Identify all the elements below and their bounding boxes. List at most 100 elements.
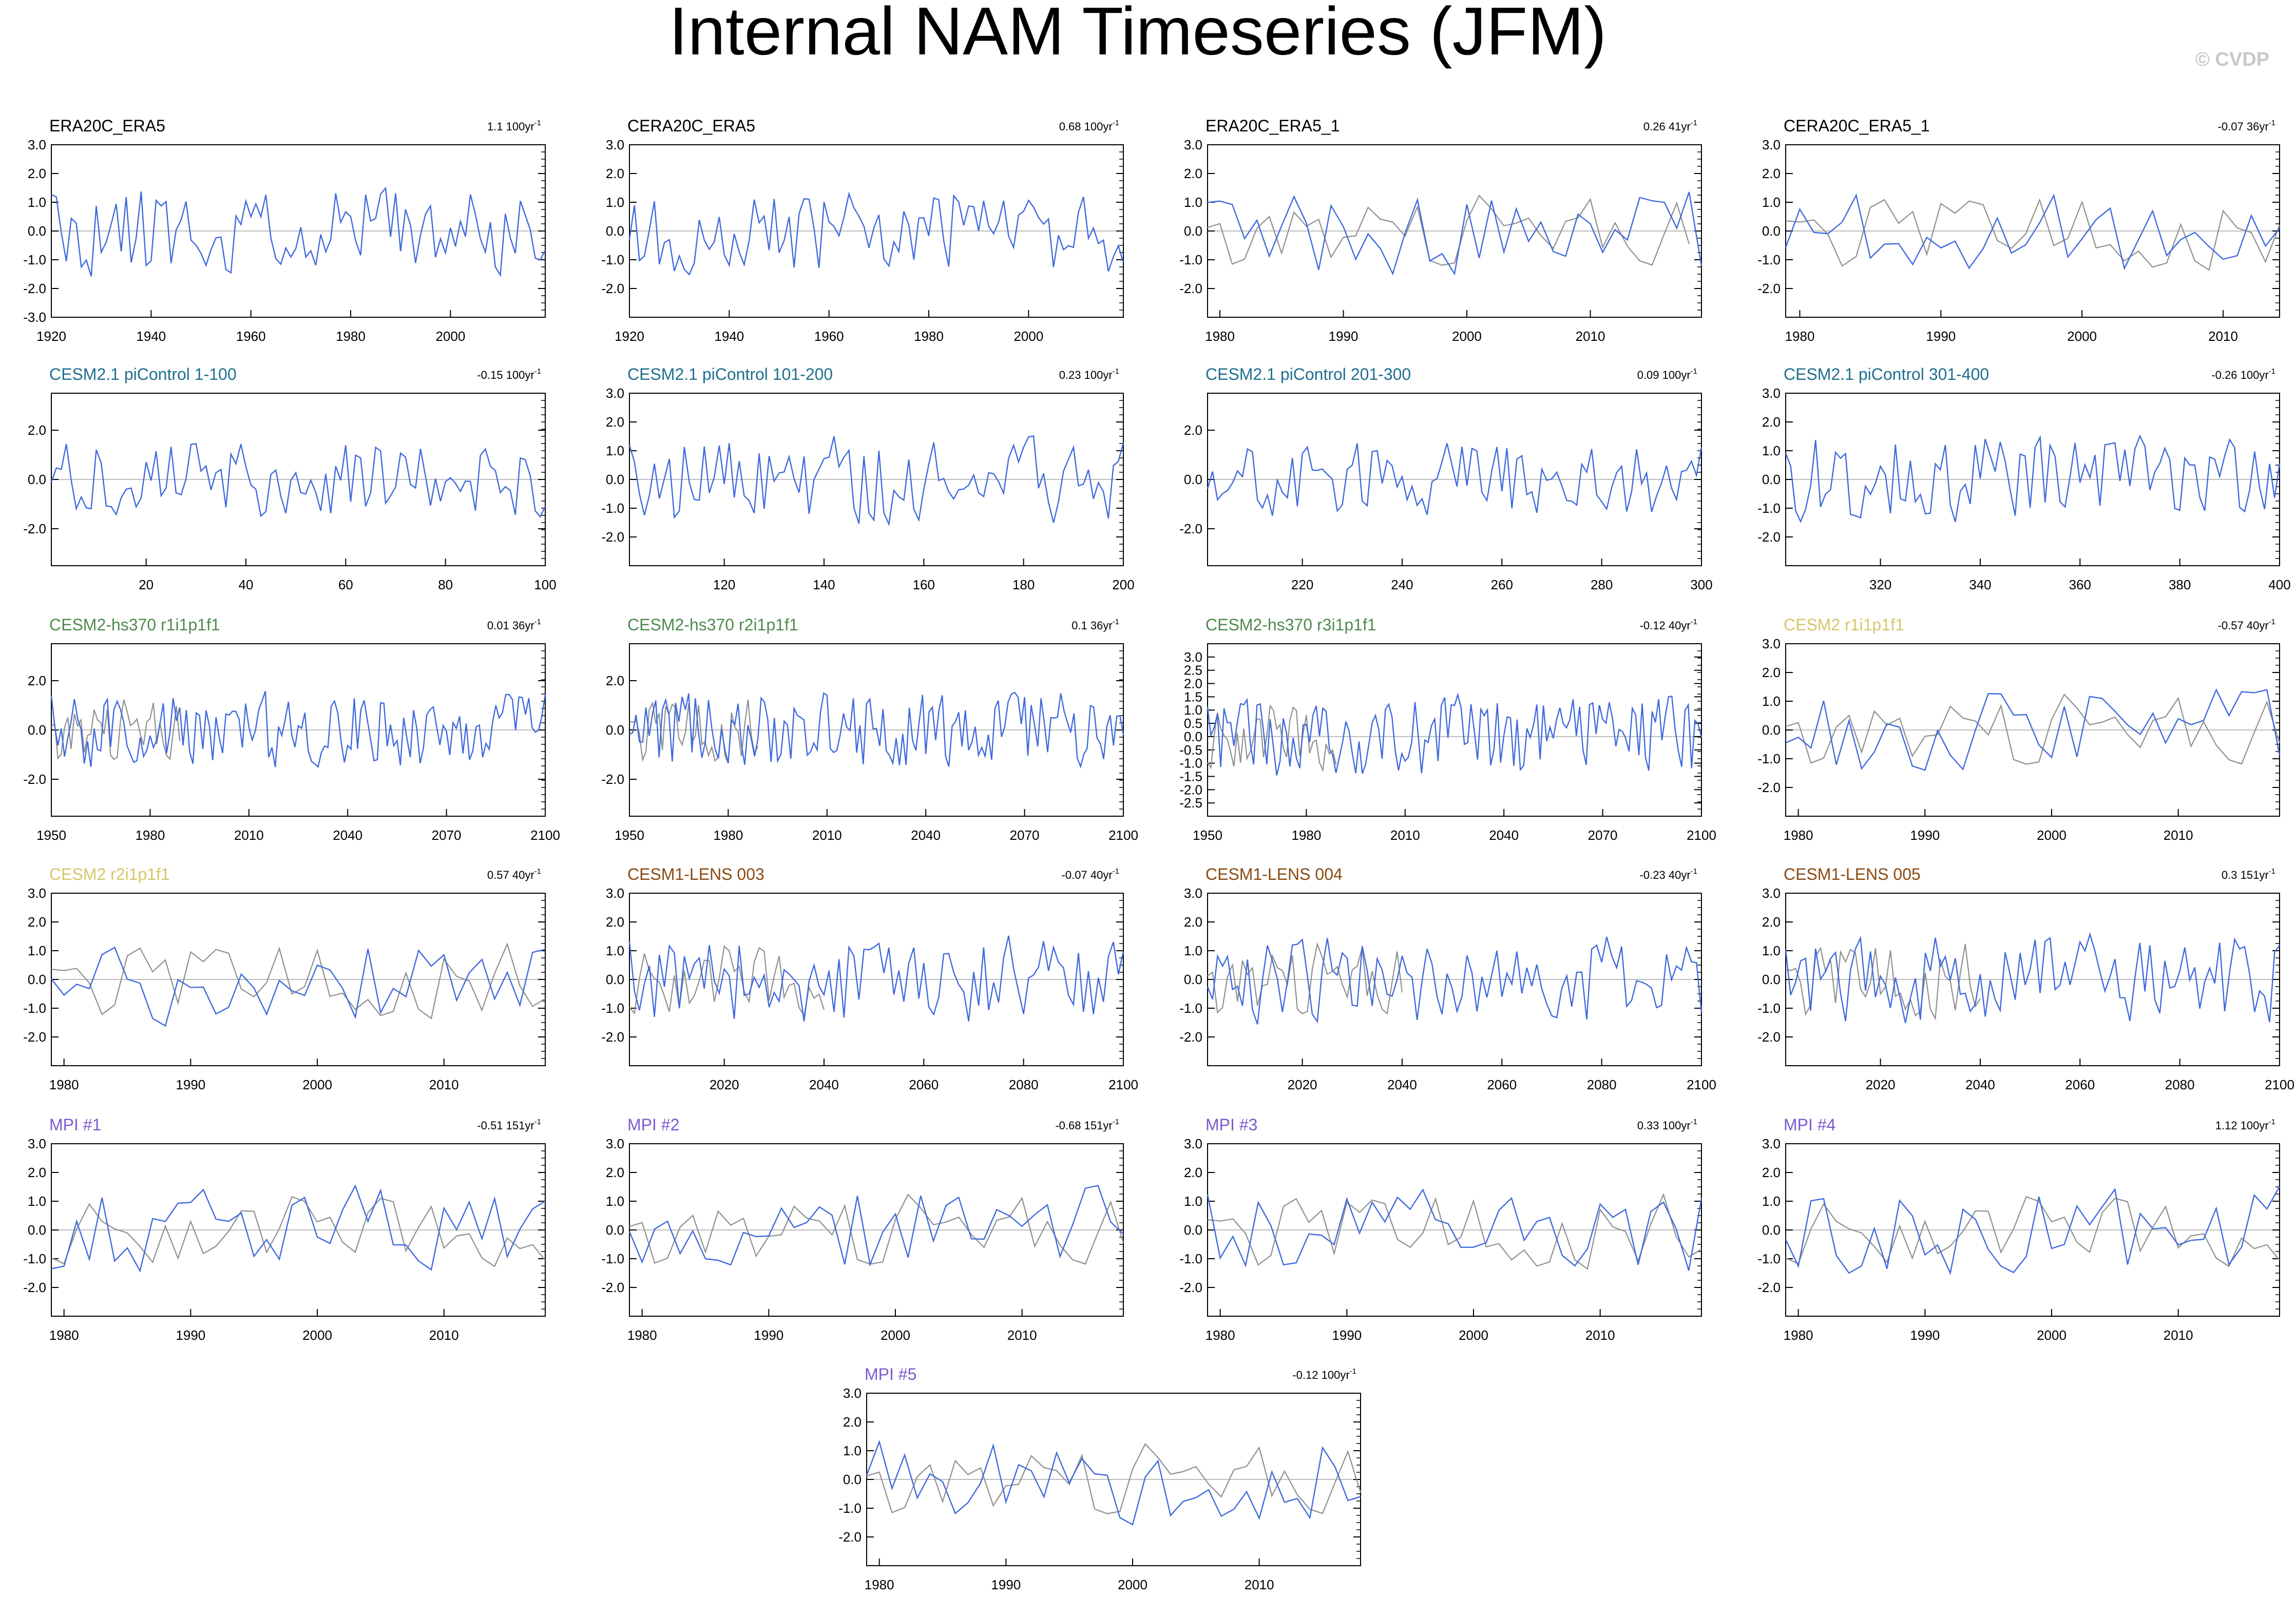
y-tick-label: -2.0 — [601, 281, 624, 296]
panel-8: CESM2.1 piControl 301-400 -0.26 100yr-1 3.… — [1757, 365, 2291, 592]
x-tick-label: 2040 — [1489, 828, 1519, 843]
y-tick-label: 3.0 — [843, 1386, 862, 1401]
y-tick-label: -2.0 — [1757, 1280, 1781, 1295]
y-tick-label: -2.0 — [601, 529, 624, 545]
y-tick-label: 3.0 — [28, 1136, 46, 1151]
y-tick-label: 1.0 — [28, 195, 46, 210]
y-tick-label: -1.0 — [23, 252, 46, 267]
y-tick-label: -2.0 — [601, 1280, 624, 1295]
panel-16: CESM1-LENS 005 0.3 151yr-1 3.0 2.0 1.0 0.0 -1.… — [1757, 865, 2294, 1092]
y-tick-label: 0.0 — [606, 223, 624, 239]
model-series-line — [628, 435, 1124, 527]
panel-title: CESM2.1 piControl 301-400 — [1784, 365, 1989, 383]
x-tick-label: 2060 — [1487, 1077, 1517, 1092]
x-tick-label: 2010 — [812, 828, 842, 843]
y-tick-label: 3.0 — [1184, 1136, 1202, 1151]
x-tick-label: 1950 — [1193, 828, 1222, 843]
y-tick-label: 0.0 — [606, 1222, 624, 1238]
y-tick-label: -2.0 — [1757, 1029, 1781, 1045]
panel-title: CESM2 r2i1p1f1 — [49, 865, 170, 883]
watermark-label: © CVDP — [2195, 49, 2269, 70]
x-tick-label: 1980 — [1291, 828, 1321, 843]
model-series-line — [866, 1439, 1361, 1526]
x-tick-label: 2010 — [2208, 329, 2238, 344]
x-tick-label: 1980 — [865, 1577, 894, 1592]
x-tick-label: 2000 — [302, 1077, 332, 1092]
trend-label: -0.12 100yr-1 — [1292, 1367, 1356, 1381]
y-tick-label: -2.0 — [1179, 1280, 1202, 1295]
y-tick-label: -2.0 — [23, 281, 46, 296]
y-tick-label: -1.0 — [23, 1251, 46, 1266]
panel-5: CESM2.1 piControl 1-100 -0.15 100yr-1 2.0 0… — [23, 365, 557, 592]
panel-19: MPI #3 0.33 100yr-1 3.0 2.0 1.0 0.0 -1.0 -2.0 19… — [1179, 1115, 1702, 1343]
panel-title: ERA20C_ERA5 — [49, 117, 165, 135]
y-tick-label: -2.0 — [601, 772, 624, 787]
panel-20: MPI #4 1.12 100yr-1 3.0 2.0 1.0 0.0 -1.0 -2.0 19… — [1757, 1115, 2281, 1343]
model-series-line — [50, 443, 546, 518]
x-tick-label: 2020 — [710, 1077, 739, 1092]
trend-label: -0.26 100yr-1 — [2211, 367, 2275, 381]
x-tick-label: 1990 — [176, 1328, 205, 1343]
y-tick-label: 3.0 — [1184, 886, 1202, 901]
x-tick-label: 2100 — [1108, 1077, 1138, 1092]
x-tick-label: 2000 — [1452, 329, 1482, 344]
x-tick-label: 2010 — [1585, 1328, 1615, 1343]
panel-10: CESM2-hs370 r2i1p1f1 0.1 36yr-1 2.0 0.0 -2.0… — [601, 615, 1138, 843]
x-tick-label: 2070 — [432, 828, 462, 843]
y-tick-label: 3.0 — [1762, 886, 1781, 901]
y-tick-label: 0.0 — [1184, 729, 1202, 744]
x-tick-label: 2100 — [2265, 1077, 2294, 1092]
obs-series-line — [1207, 941, 1403, 1015]
y-tick-label: 2.0 — [1184, 676, 1202, 691]
y-tick-label: 1.0 — [1184, 943, 1202, 958]
panel-grid: ERA20C_ERA5 1.1 100yr-1 3.0 2.0 1.0 0.0 -1.0 -2… — [23, 117, 2294, 1592]
x-tick-label: 1980 — [713, 828, 743, 843]
x-tick-label: 100 — [534, 577, 556, 592]
y-tick-label: -2.0 — [1179, 281, 1202, 296]
y-tick-label: -1.0 — [601, 1251, 624, 1266]
x-tick-label: 2000 — [881, 1328, 910, 1343]
trend-label: -0.57 40yr-1 — [2218, 618, 2275, 632]
y-tick-label: 2.0 — [1762, 414, 1781, 430]
trend-label: -0.07 36yr-1 — [2218, 119, 2275, 133]
trend-label: 0.26 41yr-1 — [1643, 119, 1697, 133]
model-series-line — [1785, 1186, 2281, 1275]
x-tick-label: 2020 — [1866, 1077, 1896, 1092]
x-tick-label: 1990 — [754, 1328, 783, 1343]
panel-4: CERA20C_ERA5_1 -0.07 36yr-1 3.0 2.0 1.0 0.0 -1… — [1757, 117, 2281, 344]
x-tick-label: 300 — [1690, 577, 1712, 592]
y-tick-label: 2.0 — [606, 914, 624, 930]
x-tick-label: 2080 — [2165, 1077, 2195, 1092]
panel-title: CESM1-LENS 005 — [1784, 865, 1921, 883]
x-tick-label: 120 — [713, 577, 735, 592]
y-tick-label: 3.0 — [606, 1136, 624, 1151]
x-tick-label: 220 — [1291, 577, 1313, 592]
model-series-line — [1207, 191, 1702, 276]
y-tick-label: -2.0 — [23, 1280, 46, 1295]
x-tick-label: 2010 — [1245, 1577, 1274, 1592]
y-tick-label: 0.0 — [28, 472, 46, 487]
trend-label: -0.68 151yr-1 — [1055, 1118, 1119, 1132]
panel-14: CESM1-LENS 003 -0.07 40yr-1 3.0 2.0 1.0 0.0 -1… — [601, 865, 1138, 1092]
y-tick-label: 0.0 — [1762, 972, 1781, 987]
model-series-line — [628, 935, 1124, 1022]
trend-label: -0.23 40yr-1 — [1640, 867, 1697, 881]
y-tick-label: 2.0 — [1184, 422, 1202, 438]
y-tick-label: 2.0 — [606, 166, 624, 181]
y-tick-label: 1.0 — [606, 443, 624, 458]
x-tick-label: 340 — [1969, 577, 1991, 592]
trend-label: -0.15 100yr-1 — [477, 367, 541, 381]
y-tick-label: 2.0 — [606, 414, 624, 430]
y-tick-label: 2.0 — [1762, 914, 1781, 930]
panel-title: CESM2-hs370 r3i1p1f1 — [1206, 615, 1376, 634]
model-series-line — [1207, 1188, 1702, 1271]
x-tick-label: 2070 — [1588, 828, 1618, 843]
y-tick-label: 1.0 — [1184, 702, 1202, 718]
x-tick-label: 2000 — [1459, 1328, 1488, 1343]
model-series-line — [51, 1184, 546, 1273]
y-tick-label: 0.0 — [28, 223, 46, 239]
y-tick-label: 2.0 — [1762, 1165, 1781, 1180]
y-tick-label: -3.0 — [23, 310, 46, 325]
y-tick-label: 3.0 — [1762, 636, 1781, 651]
y-tick-label: -1.0 — [1179, 252, 1202, 267]
